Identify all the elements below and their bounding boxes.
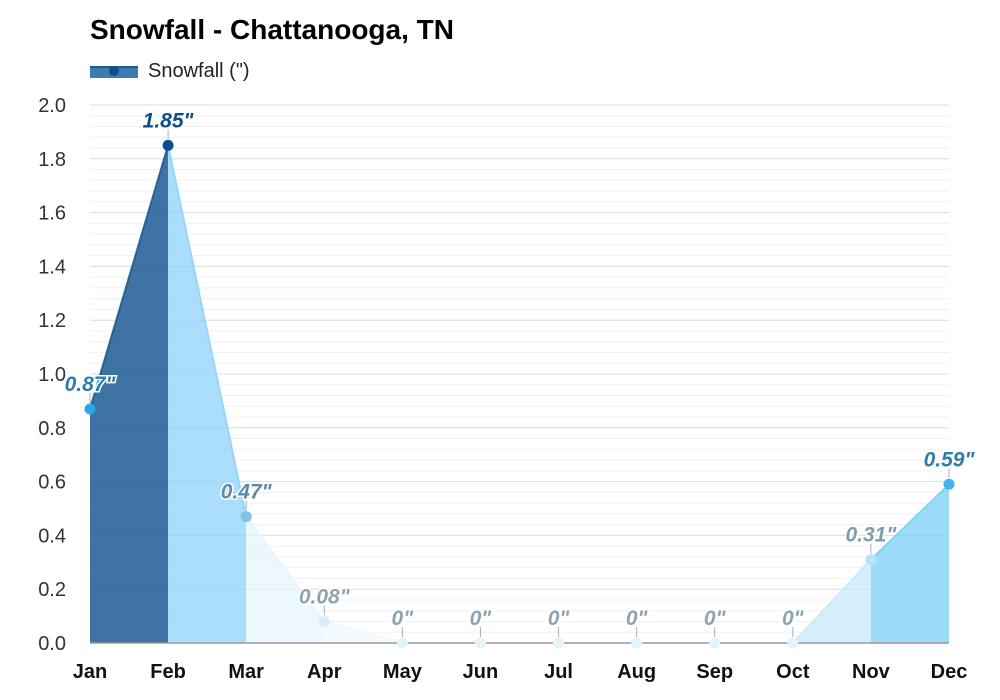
data-point (865, 554, 877, 566)
data-point (553, 637, 565, 649)
y-tick-label: 0.2 (38, 579, 66, 601)
x-tick-label: Oct (776, 661, 810, 683)
x-tick-label: Feb (150, 661, 186, 683)
x-tick-label: Jan (73, 661, 107, 683)
series-line (870, 483, 950, 561)
area-segment (90, 145, 169, 643)
data-labels: 0.87" 1.85" 0.47" 0.08" 0" 0" 0" 0" 0" 0" 0.31" 0.5… (63, 108, 977, 637)
x-tick-label: Mar (228, 661, 264, 683)
data-label: 0.59" (924, 448, 976, 471)
data-point (396, 637, 408, 649)
data-points (84, 139, 955, 649)
data-label: 0" (470, 607, 493, 630)
data-point (787, 637, 799, 649)
y-tick-label: 0.4 (38, 525, 66, 547)
axes: 0.0 0.2 0.4 0.6 0.8 1.0 1.2 1.4 1.6 1.8 2.0 Jan Feb M… (38, 95, 967, 683)
data-label: 1.85" (143, 109, 195, 132)
area-segments (89, 145, 950, 644)
x-tick-label: Sep (696, 661, 733, 683)
series-line (324, 620, 403, 644)
x-tick-label: Jul (544, 661, 573, 683)
area-segment (246, 516, 325, 643)
data-label: 0" (782, 607, 805, 630)
y-tick-label: 0.6 (38, 472, 66, 494)
area-segment (168, 145, 247, 643)
data-point (709, 637, 721, 649)
data-point (631, 637, 643, 649)
series-line (89, 145, 170, 410)
x-tick-label: Apr (307, 661, 342, 683)
data-label: 0" (704, 607, 727, 630)
series-line (167, 145, 248, 517)
x-tick-label: Jun (463, 661, 499, 683)
y-tick-label: 0.0 (38, 633, 66, 655)
chart-title: Snowfall - Chattanooga, TN (90, 14, 454, 45)
data-label: 0.87" (65, 373, 117, 396)
y-tick-label: 1.0 (38, 364, 66, 386)
x-tick-label: Dec (931, 661, 968, 683)
area-segment (870, 484, 949, 643)
x-tick-label: Nov (852, 661, 891, 683)
legend-label: Snowfall (") (148, 60, 250, 82)
data-label: 0.31" (845, 524, 897, 547)
y-tick-label: 2.0 (38, 95, 66, 117)
data-point (474, 637, 486, 649)
data-point (162, 139, 174, 151)
x-tick-label: May (383, 661, 423, 683)
data-label: 0.47" (221, 481, 273, 504)
y-tick-label: 1.6 (38, 203, 66, 225)
data-point (84, 403, 96, 415)
data-label: 0.08" (299, 585, 351, 608)
y-tick-label: 1.8 (38, 149, 66, 171)
data-label: 0" (626, 607, 649, 630)
data-point (943, 478, 955, 490)
y-tick-label: 1.4 (38, 256, 66, 278)
data-label: 0" (548, 607, 571, 630)
data-point (240, 511, 252, 523)
data-label: 0" (392, 607, 415, 630)
x-tick-label: Aug (617, 661, 656, 683)
series-line (245, 515, 326, 623)
y-tick-label: 0.8 (38, 418, 66, 440)
data-point (318, 615, 330, 627)
legend-swatch-icon (90, 64, 138, 80)
legend[interactable]: Snowfall (") (90, 60, 250, 83)
y-tick-label: 1.2 (38, 310, 66, 332)
series-line (792, 558, 872, 644)
